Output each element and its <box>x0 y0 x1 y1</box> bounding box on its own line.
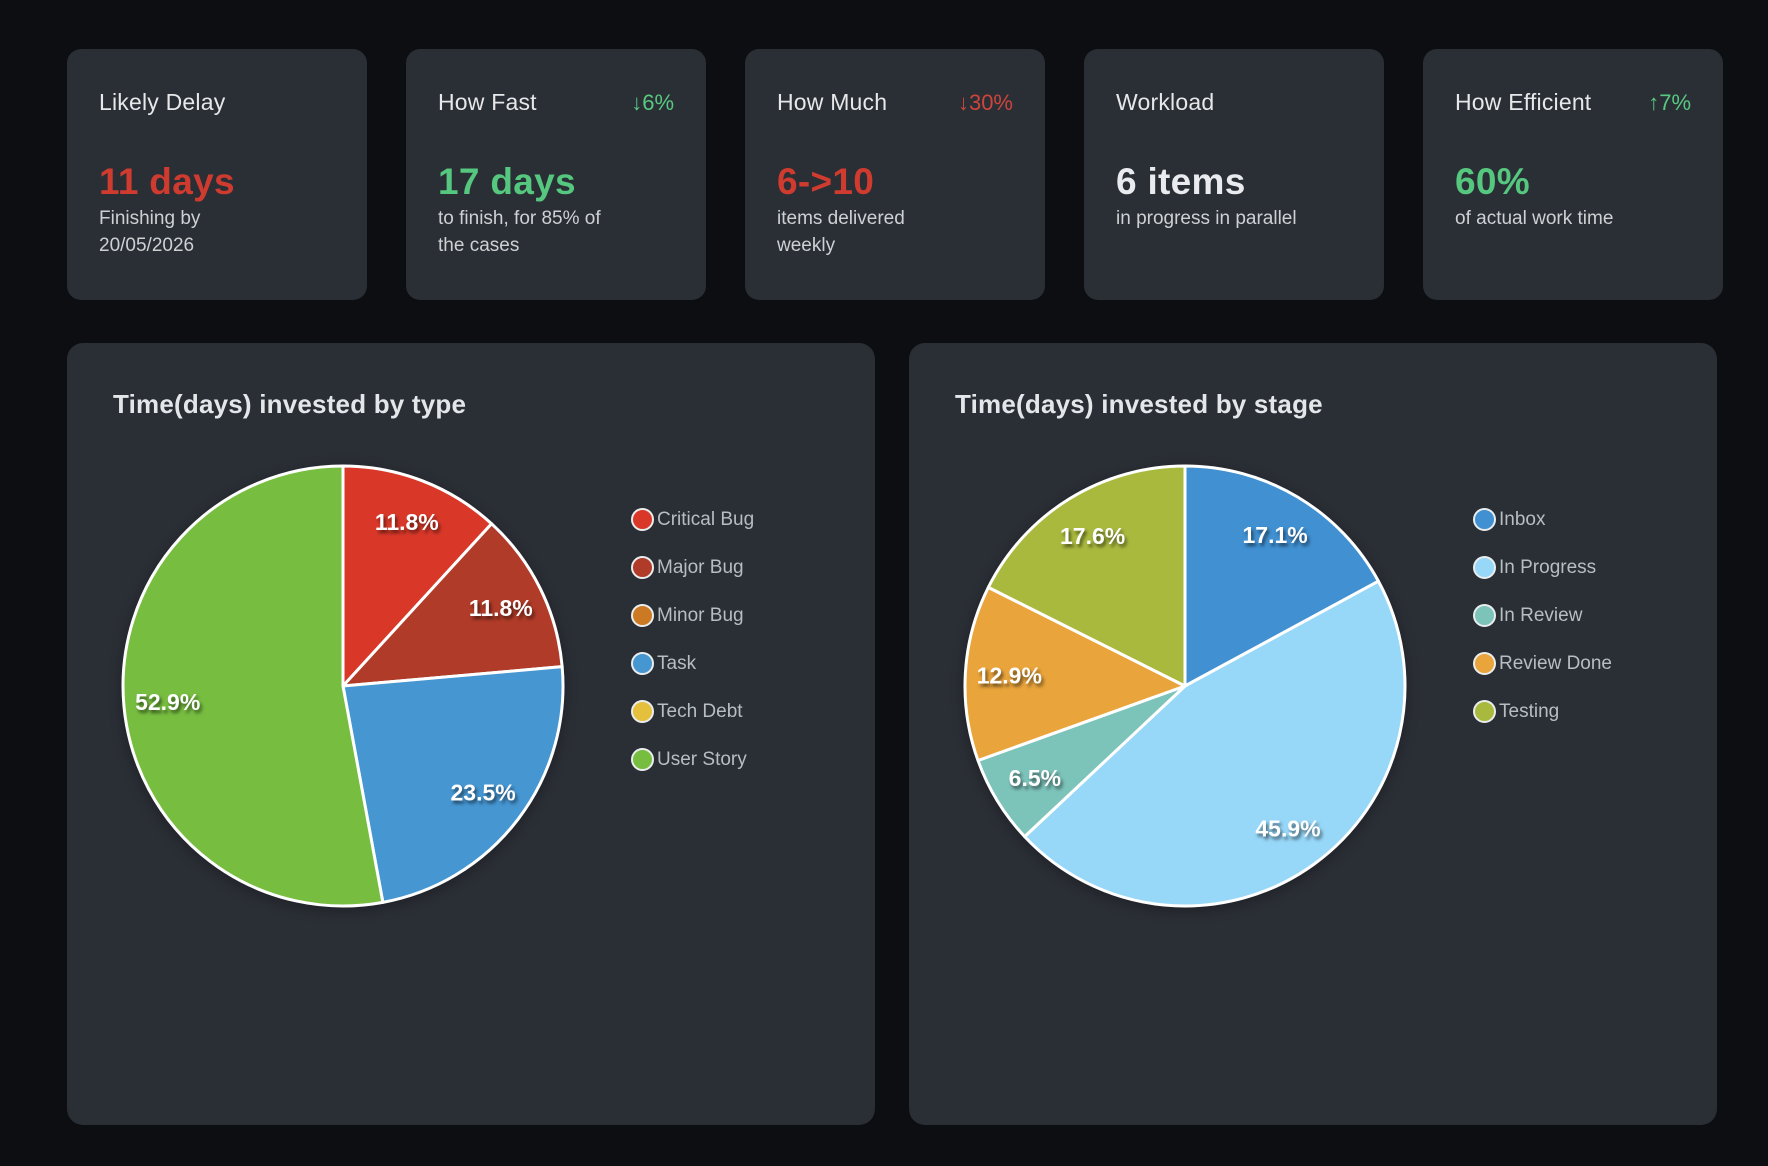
legend-swatch-task <box>631 652 654 675</box>
legend-label: In Review <box>1499 604 1583 626</box>
legend-swatch-in-review <box>1473 604 1496 627</box>
chart-panel-by-stage: Time(days) invested by stage 17.1% 45.9% 6… <box>909 343 1717 1125</box>
kpi-delta: ↓6% <box>631 90 674 115</box>
kpi-card-how-efficient: How Efficient ↑7% 60% of actual work tim… <box>1423 49 1723 300</box>
legend-swatch-user-story <box>631 748 654 771</box>
legend-swatch-inbox <box>1473 508 1496 531</box>
legend-label: Tech Debt <box>657 700 743 722</box>
pie-chart-by-type: 11.8% 11.8% 23.5% 52.9% <box>121 464 565 908</box>
legend-swatch-in-progress <box>1473 556 1496 579</box>
kpi-title-row: Workload <box>1116 89 1352 116</box>
kpi-subtitle: to finish, for 85% of the cases <box>438 208 601 257</box>
legend-item-task[interactable]: Task <box>631 650 754 677</box>
chart-panel-by-type: Time(days) invested by type 11.8% 11.8% 23… <box>67 343 875 1125</box>
pie-label-in-review: 6.5% <box>1009 765 1061 791</box>
chart-body: 11.8% 11.8% 23.5% 52.9% Critical Bug Major B… <box>113 460 835 912</box>
legend-item-in-progress[interactable]: In Progress <box>1473 554 1612 581</box>
pie-chart-by-stage: 17.1% 45.9% 6.5% 12.9% 17.6% <box>963 464 1407 908</box>
pie-slice-inbox[interactable] <box>1183 464 1380 688</box>
legend-item-inbox[interactable]: Inbox <box>1473 506 1612 533</box>
legend-item-minor-bug[interactable]: Minor Bug <box>631 602 754 629</box>
pie-wrap: 17.1% 45.9% 6.5% 12.9% 17.6% <box>959 460 1411 912</box>
chart-title-by-stage: Time(days) invested by stage <box>955 389 1323 419</box>
kpi-card-how-fast: How Fast ↓6% 17 days to finish, for 85% … <box>406 49 706 300</box>
legend-swatch-minor-bug <box>631 604 654 627</box>
pie-slice-testing[interactable] <box>986 464 1187 688</box>
legend-label: Review Done <box>1499 652 1612 674</box>
pie-slice-major-bug[interactable] <box>341 522 564 688</box>
pie-label-in-progress: 45.9% <box>1255 816 1320 842</box>
legend-by-type: Critical Bug Major Bug Minor Bug Task Tech D… <box>631 460 754 794</box>
legend-swatch-critical-bug <box>631 508 654 531</box>
legend-item-in-review[interactable]: In Review <box>1473 602 1612 629</box>
pie-label-review-done: 12.9% <box>977 663 1042 689</box>
kpi-value: 60% <box>1455 161 1530 202</box>
kpi-subtitle: items delivered weekly <box>777 208 905 257</box>
kpi-value: 17 days <box>438 161 576 202</box>
legend-label: Critical Bug <box>657 508 755 530</box>
legend-label: Major Bug <box>657 556 744 578</box>
kpi-card-how-much: How Much ↓30% 6->10 items delivered week… <box>745 49 1045 300</box>
legend-item-major-bug[interactable]: Major Bug <box>631 554 754 581</box>
kpi-value: 11 days <box>99 161 235 202</box>
pie-label-task: 23.5% <box>450 780 515 806</box>
kpi-title: How Much <box>777 89 888 115</box>
legend-item-testing[interactable]: Testing <box>1473 698 1612 725</box>
kpi-title: How Fast <box>438 89 537 115</box>
kpi-card-likely-delay: Likely Delay 11 days Finishing by 20/05/… <box>67 49 367 300</box>
kpi-card-workload: Workload 6 items in progress in parallel <box>1084 49 1384 300</box>
pie-slice-critical-bug[interactable] <box>341 464 494 688</box>
legend-label: Task <box>657 652 697 674</box>
chart-body: 17.1% 45.9% 6.5% 12.9% 17.6% Inbox In Progres… <box>955 460 1677 912</box>
pie-label-testing: 17.6% <box>1060 523 1125 549</box>
kpi-subtitle: in progress in parallel <box>1116 208 1297 230</box>
kpi-value: 6->10 <box>777 161 875 202</box>
legend-label: User Story <box>657 748 747 770</box>
kpi-title-row: How Much ↓30% <box>777 89 1013 116</box>
legend-label: Minor Bug <box>657 604 744 626</box>
pie-slice-review-done[interactable] <box>963 585 1187 763</box>
kpi-title: Workload <box>1116 89 1215 115</box>
pie-slice-task[interactable] <box>341 665 565 904</box>
kpi-title: Likely Delay <box>99 89 226 115</box>
kpi-title-row: Likely Delay <box>99 89 335 116</box>
kpi-title: How Efficient <box>1455 89 1592 115</box>
legend-label: Testing <box>1499 700 1560 722</box>
pie-label-critical-bug: 11.8% <box>375 509 439 535</box>
chart-title-by-type: Time(days) invested by type <box>113 389 467 419</box>
kpi-value: 6 items <box>1116 161 1246 202</box>
pie-label-inbox: 17.1% <box>1242 522 1307 548</box>
legend-by-stage: Inbox In Progress In Review Review Done Test… <box>1473 460 1612 746</box>
legend-swatch-major-bug <box>631 556 654 579</box>
legend-item-review-done[interactable]: Review Done <box>1473 650 1612 677</box>
legend-item-user-story[interactable]: User Story <box>631 746 754 773</box>
kpi-title-row: How Fast ↓6% <box>438 89 674 116</box>
legend-swatch-testing <box>1473 700 1496 723</box>
pie-slice-user-story[interactable] <box>121 464 385 908</box>
kpi-delta: ↑7% <box>1648 90 1691 115</box>
kpi-subtitle: Finishing by 20/05/2026 <box>99 208 201 257</box>
legend-swatch-review-done <box>1473 652 1496 675</box>
legend-label: Inbox <box>1499 508 1546 530</box>
kpi-delta: ↓30% <box>957 90 1013 115</box>
kpi-row: Likely Delay 11 days Finishing by 20/05/… <box>67 49 1723 300</box>
pie-label-user-story: 52.9% <box>135 689 200 715</box>
kpi-subtitle: of actual work time <box>1455 208 1614 230</box>
kpi-title-row: How Efficient ↑7% <box>1455 89 1691 116</box>
legend-item-tech-debt[interactable]: Tech Debt <box>631 698 754 725</box>
legend-label: In Progress <box>1499 556 1597 578</box>
legend-item-critical-bug[interactable]: Critical Bug <box>631 506 754 533</box>
pie-label-major-bug: 11.8% <box>469 595 533 621</box>
charts-row: Time(days) invested by type 11.8% 11.8% 23… <box>67 343 1723 1125</box>
pie-wrap: 11.8% 11.8% 23.5% 52.9% <box>117 460 569 912</box>
legend-swatch-tech-debt <box>631 700 654 723</box>
pie-slice-in-progress[interactable] <box>1023 579 1407 908</box>
